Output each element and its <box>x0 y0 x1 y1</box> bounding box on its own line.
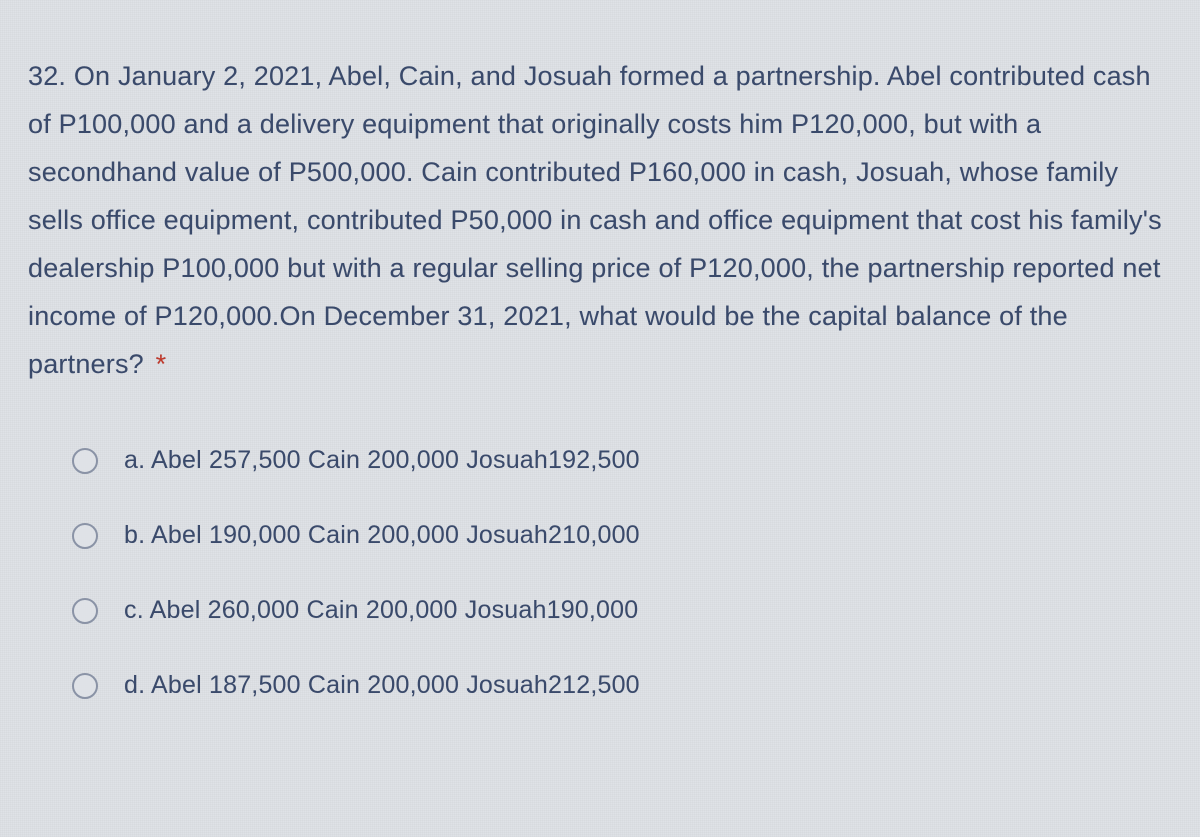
option-a[interactable]: a. Abel 257,500 Cain 200,000 Josuah192,5… <box>72 446 1172 475</box>
radio-icon[interactable] <box>72 523 98 549</box>
radio-icon[interactable] <box>72 673 98 699</box>
option-d[interactable]: d. Abel 187,500 Cain 200,000 Josuah212,5… <box>72 671 1172 700</box>
option-c[interactable]: c. Abel 260,000 Cain 200,000 Josuah190,0… <box>72 596 1172 625</box>
options-group: a. Abel 257,500 Cain 200,000 Josuah192,5… <box>28 446 1172 700</box>
option-d-label: d. Abel 187,500 Cain 200,000 Josuah212,5… <box>124 671 640 700</box>
radio-icon[interactable] <box>72 598 98 624</box>
option-b[interactable]: b. Abel 190,000 Cain 200,000 Josuah210,0… <box>72 521 1172 550</box>
required-asterisk: * <box>156 349 167 379</box>
option-b-label: b. Abel 190,000 Cain 200,000 Josuah210,0… <box>124 521 640 550</box>
question-page: 32. On January 2, 2021, Abel, Cain, and … <box>0 0 1200 782</box>
question-body: On January 2, 2021, Abel, Cain, and Josu… <box>28 61 1162 379</box>
question-number: 32. <box>28 61 66 91</box>
option-a-label: a. Abel 257,500 Cain 200,000 Josuah192,5… <box>124 446 640 475</box>
question-block: 32. On January 2, 2021, Abel, Cain, and … <box>28 52 1172 388</box>
radio-icon[interactable] <box>72 448 98 474</box>
option-c-label: c. Abel 260,000 Cain 200,000 Josuah190,0… <box>124 596 638 625</box>
